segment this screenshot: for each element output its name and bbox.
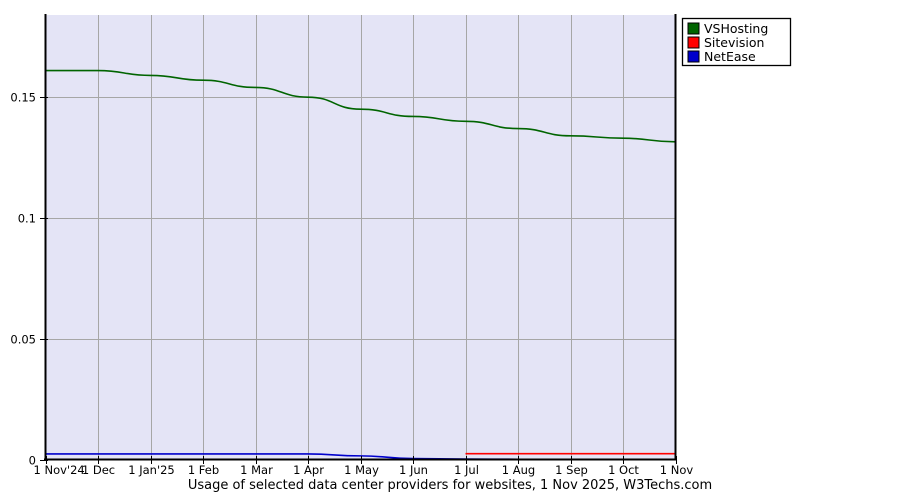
chart-caption: Usage of selected data center providers … — [188, 478, 712, 493]
plot-area-background — [45, 15, 676, 459]
y-axis-ticks: 0 0.05 0.1 0.15 — [10, 91, 48, 468]
series-line-vshosting — [45, 69, 676, 143]
x-tick-label: 1 Apr — [293, 463, 324, 477]
x-tick-label: 1 Oct — [608, 463, 639, 477]
x-tick-label: 1 Feb — [188, 463, 219, 477]
legend-label-sitevision: Sitevision — [704, 35, 764, 50]
legend-swatch-vshosting — [687, 22, 700, 35]
x-tick-label: 1 Jul — [454, 463, 479, 477]
x-tick-label: 1 Jun — [399, 463, 428, 477]
x-tick-label: 1 Mar — [240, 463, 273, 477]
x-tick-label: 1 Nov — [660, 463, 694, 477]
legend-label-vshosting: VSHosting — [704, 21, 768, 36]
legend-label-netease: NetEase — [704, 49, 756, 64]
x-tick-label: 1 Jan'25 — [128, 463, 175, 477]
y-tick-label: 0.15 — [10, 91, 36, 105]
x-axis-ticks: 1 Nov'241 Dec 1 Jan'25 1 Feb 1 Mar 1 Apr 1 Ma… — [34, 456, 694, 477]
legend-swatch-netease — [687, 50, 700, 63]
x-tick-label: 1 Dec — [82, 463, 115, 477]
legend-box — [681, 17, 792, 67]
x-tick-label: 1 Aug — [502, 463, 535, 477]
y-tick-label: 0.05 — [10, 333, 36, 347]
x-tick-label: 1 Nov'24 — [34, 463, 85, 477]
y-tick-label: 0 — [29, 454, 36, 468]
y-tick-label: 0.1 — [18, 212, 36, 226]
grid-lines — [45, 15, 676, 460]
x-tick-label: 1 Sep — [555, 463, 588, 477]
legend-swatch-sitevision — [687, 36, 700, 49]
x-tick-label: 1 May — [344, 463, 379, 477]
